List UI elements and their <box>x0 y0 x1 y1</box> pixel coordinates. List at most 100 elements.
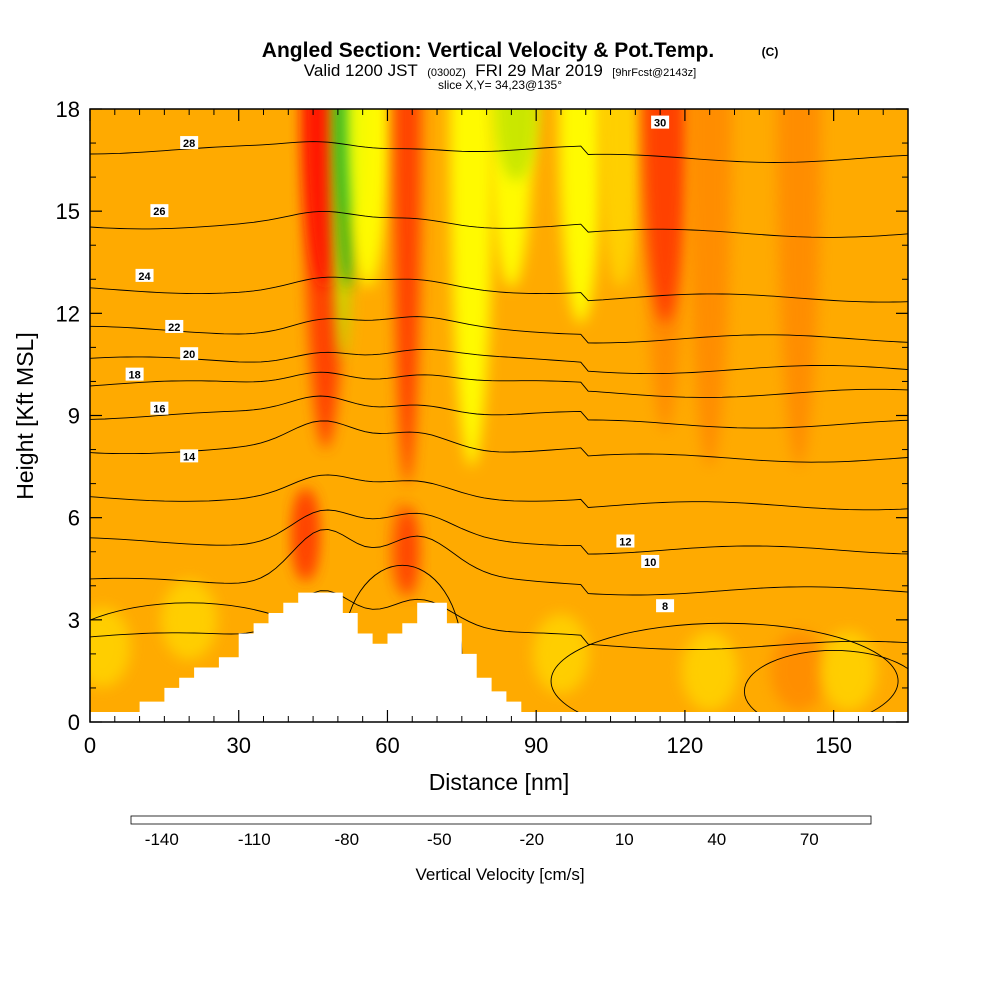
low-level-contour-3 <box>743 650 908 722</box>
colorbar-tick-label: -20 <box>520 830 545 849</box>
velocity-column-7 <box>449 109 494 467</box>
isentrope-12 <box>90 509 908 555</box>
y-tick-label: 6 <box>68 506 80 531</box>
chart-title-group: Angled Section: Vertical Velocity & Pot.… <box>262 39 779 92</box>
contour-label-text: 18 <box>128 370 140 382</box>
contour-label-30: 30 <box>651 115 670 130</box>
contour-label-text: 20 <box>183 349 195 361</box>
y-axis-ticks: 0 3 6 9 12 15 18 <box>56 97 908 735</box>
contour-label-box <box>651 115 670 129</box>
chart-title: Angled Section: Vertical Velocity & Pot.… <box>262 39 714 62</box>
contour-label-text: 22 <box>168 322 180 334</box>
contour-label-16: 16 <box>150 401 169 416</box>
velocity-blob-5 <box>161 579 218 660</box>
contour-label-box <box>165 319 184 333</box>
contour-label-box <box>150 401 169 415</box>
contour-label-box <box>135 268 154 282</box>
contour-label-24: 24 <box>135 268 154 283</box>
contour-label-10: 10 <box>641 554 660 569</box>
y-tick-label: 3 <box>68 608 80 633</box>
x-axis-label: Distance [nm] <box>429 769 570 795</box>
velocity-blob-8 <box>820 630 877 711</box>
contour-label-22: 22 <box>165 319 184 334</box>
y-tick-label: 15 <box>56 199 80 224</box>
isentrope-10 <box>90 528 908 596</box>
contour-label-26: 26 <box>150 204 169 218</box>
velocity-column-5 <box>345 109 390 288</box>
below-ground-strip <box>90 712 908 722</box>
velocity-column-11 <box>598 109 643 288</box>
isentrope-18 <box>90 395 908 429</box>
velocity-column-15 <box>776 109 821 467</box>
x-tick-label: 0 <box>84 733 96 758</box>
valid-prefix: Valid 1200 JST <box>304 61 418 80</box>
y-axis-label: Height [Kft MSL] <box>12 332 38 499</box>
velocity-blob-4 <box>90 607 131 688</box>
plot-area: 8 10 12 14 16 18 20 22 24 26 28 30 <box>90 109 908 722</box>
valid-zulu: (0300Z) <box>427 67 466 79</box>
y-tick-label: 12 <box>56 301 80 326</box>
contour-label-text: 12 <box>619 537 631 549</box>
contour-label-14: 14 <box>180 449 199 463</box>
velocity-field <box>90 109 877 711</box>
velocity-column-9 <box>494 109 539 181</box>
contour-label-text: 26 <box>153 206 165 218</box>
contour-label-8: 8 <box>656 599 675 613</box>
velocity-column-10 <box>558 109 603 324</box>
isentrope-26 <box>90 276 908 303</box>
isentrope-8 <box>90 590 908 650</box>
isentrope-22 <box>90 348 908 375</box>
x-tick-label: 150 <box>815 733 852 758</box>
x-tick-label: 30 <box>226 733 250 758</box>
velocity-blob-3 <box>395 506 420 597</box>
colorbar <box>130 815 872 825</box>
isentrope-28 <box>90 210 908 238</box>
contour-label-text: 10 <box>644 557 656 569</box>
velocity-blob-6 <box>681 630 738 711</box>
contour-label-box <box>180 136 199 150</box>
chart-subtitle: Valid 1200 JST (0300Z) FRI 29 Mar 2019 [… <box>304 61 696 80</box>
contour-labels: 8 10 12 14 16 18 20 22 24 26 28 30 <box>125 115 675 613</box>
isentrope-16 <box>90 420 908 463</box>
x-tick-label: 60 <box>375 733 399 758</box>
low-level-contour-2 <box>550 622 899 722</box>
contour-label-text: 16 <box>153 404 165 416</box>
contour-label-28: 28 <box>180 136 199 150</box>
contour-label-text: 28 <box>183 138 195 150</box>
colorbar-tick-label: -80 <box>335 830 360 849</box>
x-axis-ticks: 0 30 60 90 120 150 <box>84 109 884 758</box>
contour-label-text: 30 <box>654 118 666 130</box>
contour-label-box <box>616 534 635 548</box>
velocity-column-13 <box>643 109 688 324</box>
contour-label-box <box>180 347 199 361</box>
isentrope-contours <box>90 141 908 722</box>
contour-label-12: 12 <box>616 534 635 549</box>
y-tick-label: 0 <box>68 710 80 735</box>
colorbar-tick-label: 70 <box>800 830 819 849</box>
colorbar-label: Vertical Velocity [cm/s] <box>415 865 584 884</box>
contour-label-box <box>656 599 675 613</box>
y-tick-label: 9 <box>68 404 80 429</box>
velocity-column-6 <box>393 109 422 485</box>
y-tick-label: 18 <box>56 97 80 122</box>
contour-label-box <box>150 204 169 218</box>
velocity-column-14 <box>687 109 732 467</box>
colorbar-tick-label: 40 <box>707 830 726 849</box>
contour-label-text: 24 <box>138 271 151 283</box>
x-tick-label: 90 <box>524 733 548 758</box>
contour-label-20: 20 <box>180 347 199 361</box>
colorbar-tick-label: 10 <box>615 830 634 849</box>
velocity-blob-9 <box>532 613 589 694</box>
colorbar-tick-label: -110 <box>238 830 271 849</box>
colorbar-frame <box>130 815 872 825</box>
slice-info: slice X,Y= 34,23@135° <box>438 78 562 92</box>
isentrope-24 <box>90 316 908 344</box>
velocity-blob-7 <box>770 630 827 711</box>
contour-label-box <box>180 449 199 463</box>
colorbar-tick-label: -140 <box>145 830 179 849</box>
x-tick-label: 120 <box>667 733 704 758</box>
isentrope-14 <box>90 474 908 511</box>
isentrope-30 <box>90 141 908 163</box>
contour-label-text: 8 <box>662 601 668 613</box>
